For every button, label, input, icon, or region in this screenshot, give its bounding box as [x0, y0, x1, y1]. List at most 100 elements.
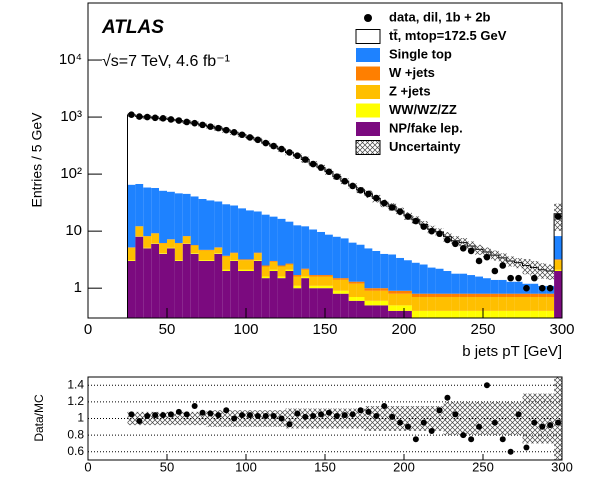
- ratio-point: [452, 411, 459, 418]
- ratio-band: [174, 411, 183, 426]
- hist-segment: [285, 221, 294, 264]
- hist-segment: [459, 242, 468, 274]
- legend-label: data, dil, 1b + 2b: [389, 9, 491, 24]
- ratio-band: [214, 410, 223, 427]
- hist-segment: [127, 260, 136, 318]
- hist-segment: [332, 278, 341, 280]
- hist-segment: [167, 239, 175, 248]
- ratio-band: [506, 401, 515, 436]
- hist-segment: [388, 310, 397, 318]
- data-point: [222, 126, 230, 134]
- hist-segment: [285, 264, 294, 270]
- hist-segment: [238, 134, 246, 209]
- hist-segment: [483, 310, 491, 318]
- hist-segment: [293, 275, 302, 277]
- ratio-point: [152, 412, 159, 419]
- ratio-band: [246, 410, 254, 427]
- hist-segment: [206, 260, 215, 261]
- hist-segment: [159, 243, 167, 254]
- data-point: [262, 139, 270, 147]
- data-point: [294, 152, 301, 160]
- data-point: [515, 274, 522, 282]
- hist-segment: [332, 293, 341, 318]
- hist-segment: [230, 260, 239, 318]
- hist-segment: [435, 293, 444, 298]
- hist-segment: [238, 259, 246, 261]
- hist-segment: [554, 271, 562, 318]
- legend-swatch: [356, 48, 380, 62]
- hist-segment: [356, 300, 365, 318]
- hist-segment: [277, 266, 286, 277]
- hist-segment: [309, 163, 318, 230]
- ratio-point: [207, 410, 214, 417]
- data-point: [230, 129, 238, 136]
- hist-segment: [372, 288, 381, 291]
- hist-segment: [427, 297, 436, 311]
- ratio-band: [396, 406, 404, 431]
- ratio-point: [160, 412, 167, 419]
- hist-segment: [269, 269, 278, 272]
- hist-segment: [364, 288, 373, 291]
- ratio-band: [483, 401, 491, 436]
- hist-segment: [364, 193, 373, 249]
- hist-segment: [427, 293, 436, 298]
- data-point: [199, 121, 206, 129]
- ratio-band: [427, 406, 436, 431]
- hist-segment: [411, 262, 420, 294]
- hist-segment: [174, 243, 183, 261]
- hist-segment: [459, 297, 468, 311]
- hist-segment: [214, 201, 223, 248]
- hist-segment: [246, 260, 254, 270]
- hist-segment: [174, 260, 183, 318]
- hist-segment: [490, 255, 499, 280]
- hist-segment: [301, 268, 310, 270]
- ratio-point: [294, 410, 301, 417]
- hist-segment: [372, 198, 381, 251]
- ratio-point: [199, 409, 206, 416]
- hist-segment: [348, 300, 357, 318]
- hist-segment: [530, 297, 539, 311]
- data-point: [483, 253, 491, 261]
- hist-segment: [451, 273, 460, 294]
- ratio-band: [514, 401, 523, 436]
- legend-swatch: [356, 122, 380, 136]
- hist-segment: [498, 293, 507, 298]
- hist-segment: [356, 283, 365, 298]
- data-point: [143, 113, 151, 121]
- hist-segment: [522, 310, 531, 318]
- ratio-band: [348, 408, 357, 429]
- hist-segment: [538, 297, 547, 311]
- hist-segment: [167, 119, 175, 192]
- hist-segment: [443, 310, 452, 318]
- data-point: [404, 213, 412, 220]
- hist-segment: [238, 269, 246, 272]
- x-tick-label: 0: [84, 321, 92, 338]
- hist-segment: [435, 310, 444, 318]
- ratio-band: [443, 401, 452, 436]
- hist-segment: [269, 261, 278, 270]
- data-point: [286, 149, 293, 156]
- hist-segment: [514, 297, 523, 311]
- hist-segment: [182, 236, 191, 244]
- hist-segment: [206, 200, 215, 250]
- ratio-point: [483, 382, 490, 389]
- ratio-point: [262, 413, 269, 420]
- hist-segment: [356, 244, 365, 282]
- hist-segment: [467, 245, 476, 276]
- hist-segment: [404, 310, 412, 318]
- hist-segment: [190, 245, 199, 254]
- hist-segment: [427, 310, 436, 318]
- data-point: [357, 187, 364, 194]
- hist-segment: [498, 310, 507, 318]
- ratio-band: [419, 406, 428, 431]
- hist-segment: [277, 265, 286, 267]
- hist-segment: [309, 285, 318, 289]
- hist-segment: [174, 120, 183, 194]
- hist-segment: [190, 196, 199, 246]
- hist-segment: [159, 190, 167, 243]
- hist-segment: [356, 297, 365, 301]
- hist-segment: [269, 146, 278, 217]
- hist-segment: [174, 193, 183, 243]
- hist-segment: [427, 267, 436, 294]
- hist-segment: [269, 216, 278, 261]
